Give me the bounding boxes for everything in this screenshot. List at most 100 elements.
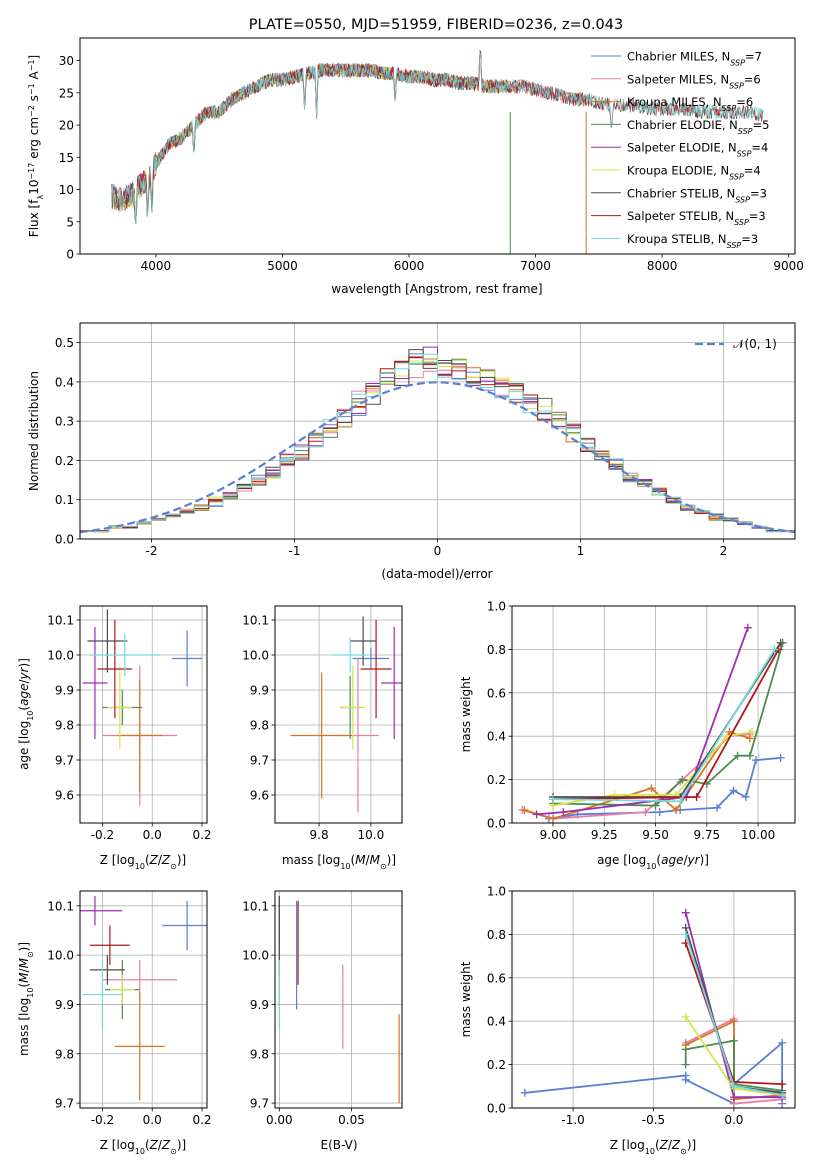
mass-vs-ebv-ytick-label: 9.8: [250, 1047, 269, 1061]
mass-vs-z-xlabel: Z [log10(Z/Z⊙)]: [100, 1138, 186, 1156]
residuals-xtick-label: -1: [289, 544, 301, 558]
mass-weight-vs-age-series-line: [553, 642, 782, 798]
age-vs-z-ytick-label: 9.7: [55, 754, 74, 768]
mass-vs-ebv-ytick-label: 9.7: [250, 1097, 269, 1111]
residuals-ytick-label: 0.2: [55, 454, 74, 468]
mass-weight-vs-z-ytick-label: 0.6: [487, 971, 506, 985]
mass-weight-vs-age-point-marker: [647, 784, 656, 793]
legend-entry: Kroupa MILES, NSSP=6: [627, 95, 753, 113]
mass-weight-vs-age-point-marker: [655, 808, 664, 817]
residuals-xtick-label: -2: [146, 544, 158, 558]
normal-legend-label: 𝒩(0, 1): [733, 337, 777, 351]
mass-weight-vs-age-point-marker: [651, 801, 660, 810]
mass-weight-vs-z-panel: -1.0 -0.5 0.0 0.0 0.2 0.4 0.6 0.8 1.0 mass weight…: [459, 885, 796, 1156]
mass-weight-vs-z-xtick-label: -0.5: [642, 1113, 665, 1127]
age-vs-z-errorbar: [82, 627, 108, 739]
age-vs-mass-plot-area: [290, 616, 402, 813]
mass-weight-vs-age-point-marker: [549, 814, 558, 823]
spectrum-ylabel: Flux [fλ10−17 erg cm−2 s−1 A−1]: [27, 55, 45, 237]
mass-weight-vs-age-point-marker: [672, 805, 681, 814]
residuals-ytick-label: 0.5: [55, 336, 74, 350]
mass-weight-vs-age-point-marker: [532, 810, 541, 819]
residual-histogram: [80, 353, 795, 533]
age-vs-z-errorbar: [117, 679, 163, 792]
legend-entry: Kroupa STELIB, NSSP=3: [627, 232, 758, 250]
residuals-xlabel: (data-model)/error: [381, 567, 492, 581]
age-vs-z-frame: [79, 605, 208, 824]
mass-weight-vs-age-point-marker: [747, 727, 756, 736]
mass-weight-vs-z-point-marker: [729, 1036, 738, 1045]
mass-vs-ebv-ytick-label: 9.9: [250, 998, 269, 1012]
age-vs-mass-xtick-label: 10.0: [358, 828, 385, 842]
mass-vs-ebv-plot-area: [278, 895, 400, 1104]
spectrum-xtick-label: 8000: [647, 259, 678, 273]
age-vs-z-ytick-label: 10.1: [47, 614, 74, 628]
mass-weight-vs-z-point-marker: [681, 908, 690, 917]
spectrum-frame: [79, 37, 796, 255]
mass-vs-z-errorbar: [109, 974, 135, 1005]
age-vs-mass-ytick-label: 9.8: [250, 719, 269, 733]
mass-weight-vs-z-point-marker: [681, 1075, 690, 1084]
mass-vs-z-ytick-label: 10.0: [47, 949, 74, 963]
mass-vs-z-panel: -0.2 0.0 0.2 9.7 9.8 9.9 10.0 10.1 Z [log10(Z/Z⊙…: [17, 890, 212, 1156]
age-vs-mass-errorbar: [350, 616, 377, 666]
mass-weight-vs-age-point-marker: [713, 803, 722, 812]
mass-vs-z-errorbar: [89, 925, 130, 965]
mass-weight-vs-age-point-marker: [692, 792, 701, 801]
mass-weight-vs-age-point-marker: [676, 797, 685, 806]
mass-weight-vs-age-ytick-label: 0.2: [487, 773, 506, 787]
spectrum-plot-area: [111, 49, 764, 254]
mass-weight-vs-z-point-marker: [681, 1045, 690, 1054]
age-vs-z-errorbar: [97, 620, 133, 718]
mass-vs-ebv-xlabel: E(B-V): [320, 1138, 357, 1152]
mass-weight-vs-age-point-marker: [776, 638, 785, 647]
mass-vs-z-xtick-label: 0.0: [143, 1113, 162, 1127]
mass-weight-vs-age-ytick-label: 0.6: [487, 686, 506, 700]
age-vs-z-panel: -0.2 0.0 0.2 9.6 9.7 9.8 9.9 10.0 10.1 Z [log10(Z…: [17, 605, 212, 871]
spectrum-ytick-label: 25: [59, 86, 74, 100]
mass-weight-vs-z-point-marker: [681, 930, 690, 939]
mass-vs-z-errorbar: [114, 992, 165, 1101]
spectrum-panel: 4000 5000 6000 7000 8000 9000 0 5 10 15 20 25 30 Flux…: [27, 37, 804, 296]
legend-entry: Salpeter STELIB, NSSP=3: [627, 209, 766, 227]
residuals-xtick-label: 1: [577, 544, 585, 558]
mass-weight-vs-age-point-marker: [549, 795, 558, 804]
spectrum-xtick-label: 7000: [520, 259, 551, 273]
mass-vs-ebv-frame: [274, 890, 403, 1109]
age-vs-mass-errorbar: [360, 620, 392, 718]
mass-weight-vs-age-xtick-label: 9.25: [591, 828, 618, 842]
spectrum-xtick-label: 6000: [394, 259, 425, 273]
age-vs-z-xtick-label: 0.2: [192, 828, 211, 842]
mass-vs-ebv-ytick-label: 10.1: [242, 899, 269, 913]
age-vs-mass-ytick-label: 10.0: [242, 649, 269, 663]
legend-entry: Chabrier ELODIE, NSSP=5: [627, 118, 769, 136]
age-vs-z-plot-area: [82, 609, 203, 806]
residuals-ytick-label: 0.3: [55, 415, 74, 429]
mass-vs-z-ylabel: mass [log10(M/M⊙)]: [17, 942, 35, 1056]
residuals-plot-area: [80, 346, 795, 534]
mass-weight-vs-age-ytick-label: 0.0: [487, 817, 506, 831]
mass-weight-vs-age-point-marker: [733, 751, 742, 760]
spectrum-ytick-label: 5: [66, 215, 74, 229]
age-vs-z-ylabel: age [log10(age/yr)]: [17, 658, 35, 770]
age-vs-mass-ytick-label: 9.6: [250, 789, 269, 803]
age-vs-z-errorbar: [172, 630, 203, 687]
mass-weight-vs-age-point-marker: [752, 756, 761, 765]
age-vs-mass-frame: [274, 605, 403, 824]
mass-weight-vs-age-xtick-label: 9.50: [642, 828, 669, 842]
mass-weight-vs-age-ytick-label: 0.8: [487, 643, 506, 657]
legend-entry: Chabrier MILES, NSSP=7: [627, 50, 762, 68]
spectrum-xlabel: wavelength [Angstrom, rest frame]: [331, 282, 542, 296]
mass-weight-vs-age-series-line: [552, 648, 776, 803]
age-vs-mass-ytick-label: 10.1: [242, 614, 269, 628]
mass-weight-vs-z-point-marker: [729, 1017, 738, 1026]
age-vs-z-ytick-label: 10.0: [47, 649, 74, 663]
mass-weight-vs-age-xtick-label: 9.00: [540, 828, 567, 842]
mass-vs-z-errorbar: [89, 955, 125, 985]
age-vs-z-errorbar: [87, 609, 128, 673]
residuals-ytick-label: 0.4: [55, 375, 74, 389]
spectrum-xtick-label: 9000: [773, 259, 804, 273]
spectrum-ytick-label: 15: [59, 151, 74, 165]
age-vs-z-errorbar: [89, 634, 160, 676]
mass-weight-vs-age-point-marker: [776, 753, 785, 762]
